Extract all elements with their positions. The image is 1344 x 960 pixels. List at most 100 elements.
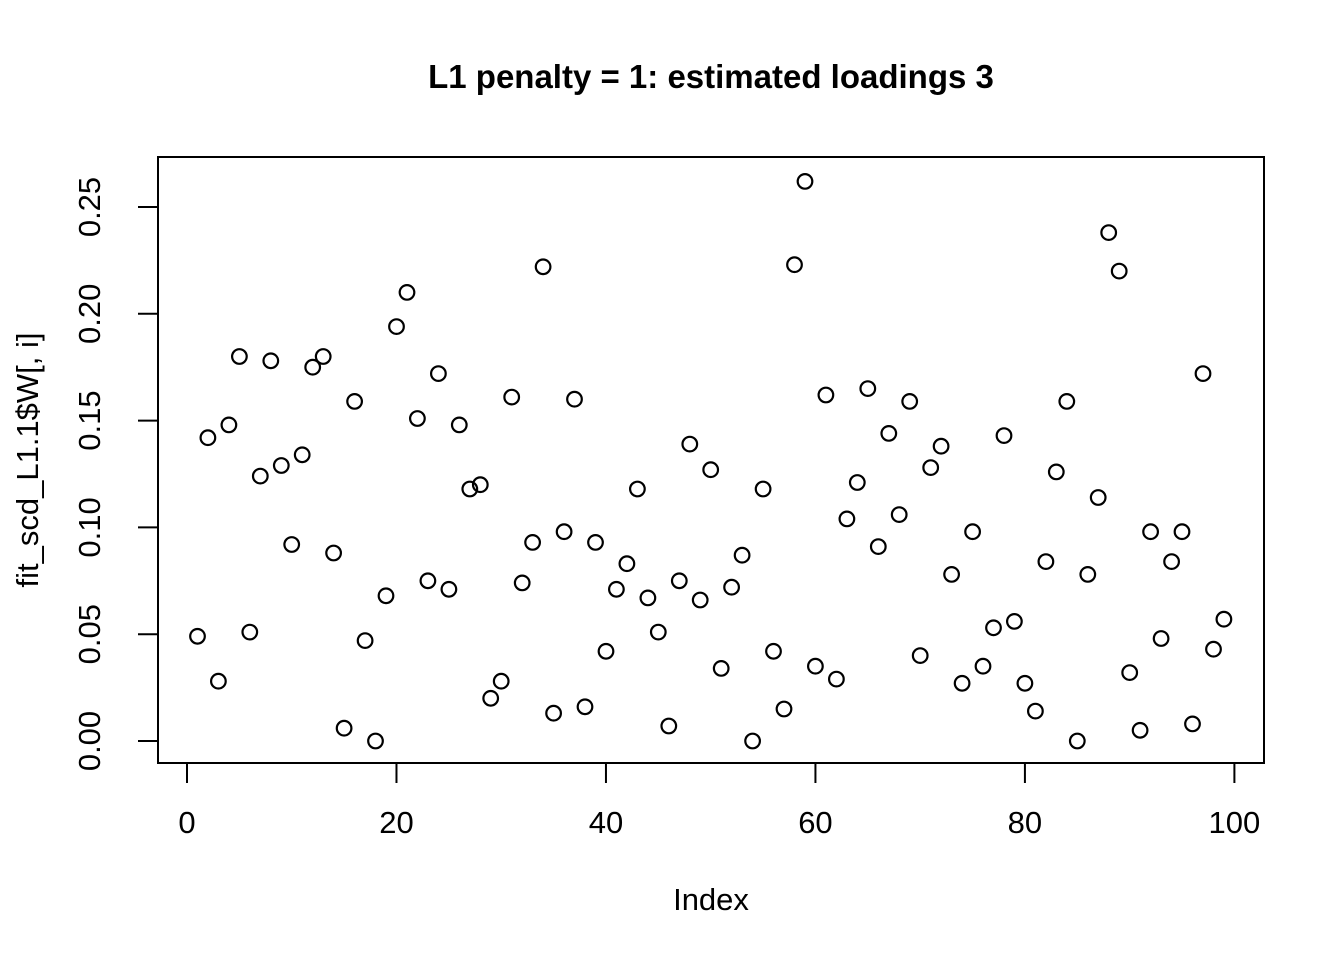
data-point	[513, 574, 531, 592]
data-point	[1131, 721, 1149, 739]
data-point	[848, 474, 866, 491]
data-point	[262, 352, 280, 370]
data-point	[670, 572, 688, 590]
data-point	[555, 523, 573, 541]
data-point	[314, 348, 332, 365]
data-point	[1047, 463, 1065, 481]
data-point	[1163, 553, 1180, 570]
data-point	[1173, 523, 1191, 541]
data-point	[1006, 613, 1023, 630]
data-point	[1016, 674, 1034, 692]
data-point	[765, 642, 782, 660]
data-point	[629, 480, 646, 498]
data-point	[1037, 553, 1055, 570]
plot-area-border	[157, 156, 1265, 764]
data-point	[430, 365, 447, 383]
data-point	[911, 647, 929, 664]
data-point	[681, 435, 699, 453]
y-tick-label: 0.25	[72, 177, 107, 237]
data-point	[953, 674, 971, 692]
data-point	[880, 425, 898, 442]
y-axis: 0.00 0.05 0.10 0.15 0.20 0.25	[72, 177, 158, 771]
data-point	[691, 591, 709, 609]
x-axis: 0 20 40 60 80 100	[178, 763, 1260, 840]
x-axis-label: Index	[673, 882, 749, 917]
y-tick-label: 0.10	[72, 497, 107, 557]
data-point	[587, 534, 604, 551]
data-point	[304, 358, 322, 376]
data-point	[828, 670, 845, 688]
data-point	[398, 284, 416, 301]
data-point	[1058, 393, 1076, 410]
data-point	[566, 390, 583, 408]
data-point	[817, 386, 835, 404]
data-point	[1079, 566, 1097, 583]
y-tick-label: 0.05	[72, 604, 107, 664]
y-axis-label: fit_scd_L1.1$W[, i]	[10, 332, 45, 587]
data-point	[995, 427, 1013, 445]
data-point	[524, 534, 541, 551]
data-point	[503, 388, 521, 406]
x-tick-label: 100	[1209, 805, 1261, 840]
data-point	[1121, 664, 1139, 681]
data-point	[786, 256, 803, 274]
data-point	[534, 258, 552, 276]
data-points	[189, 172, 1233, 750]
data-point	[754, 480, 772, 498]
data-point	[545, 704, 562, 722]
x-tick-label: 40	[589, 805, 623, 840]
data-point	[649, 623, 667, 641]
data-point	[388, 318, 405, 336]
data-point	[335, 719, 353, 737]
data-point	[356, 632, 374, 649]
data-point	[869, 538, 887, 555]
x-tick-label: 60	[798, 805, 832, 840]
data-point	[1184, 715, 1201, 733]
data-point	[1215, 610, 1233, 628]
data-point	[1100, 224, 1118, 242]
data-point	[189, 627, 206, 645]
data-point	[199, 429, 217, 447]
data-point	[890, 506, 908, 523]
data-point	[974, 657, 992, 675]
data-point	[230, 348, 248, 365]
data-point	[712, 660, 730, 677]
data-point	[346, 393, 364, 410]
data-point	[209, 672, 227, 690]
data-point	[1194, 365, 1212, 383]
data-point	[1089, 489, 1107, 506]
data-point	[482, 689, 500, 707]
data-point	[367, 732, 384, 750]
data-point	[639, 589, 657, 607]
data-point	[325, 544, 343, 562]
data-point	[1142, 523, 1159, 541]
data-point	[440, 580, 458, 598]
data-point	[241, 623, 259, 641]
y-tick-label: 0.00	[72, 711, 107, 771]
data-point	[859, 380, 877, 398]
x-tick-label: 80	[1008, 805, 1042, 840]
data-point	[608, 580, 625, 598]
data-point	[943, 566, 960, 583]
data-point	[272, 457, 290, 474]
data-point	[922, 459, 940, 477]
data-point	[409, 410, 426, 427]
y-tick-label: 0.20	[72, 284, 107, 344]
data-point	[492, 672, 510, 690]
data-point	[461, 480, 479, 498]
data-point	[576, 698, 594, 716]
data-point	[1152, 630, 1170, 647]
data-point	[251, 467, 269, 485]
data-point	[985, 619, 1002, 637]
data-point	[932, 437, 950, 455]
data-point	[450, 416, 468, 434]
data-point	[807, 657, 824, 675]
data-point	[964, 523, 981, 541]
data-point	[1205, 640, 1222, 658]
data-point	[293, 446, 311, 464]
data-point	[775, 700, 793, 718]
data-point	[1026, 702, 1044, 720]
data-point	[660, 717, 678, 735]
data-point	[1068, 732, 1086, 750]
